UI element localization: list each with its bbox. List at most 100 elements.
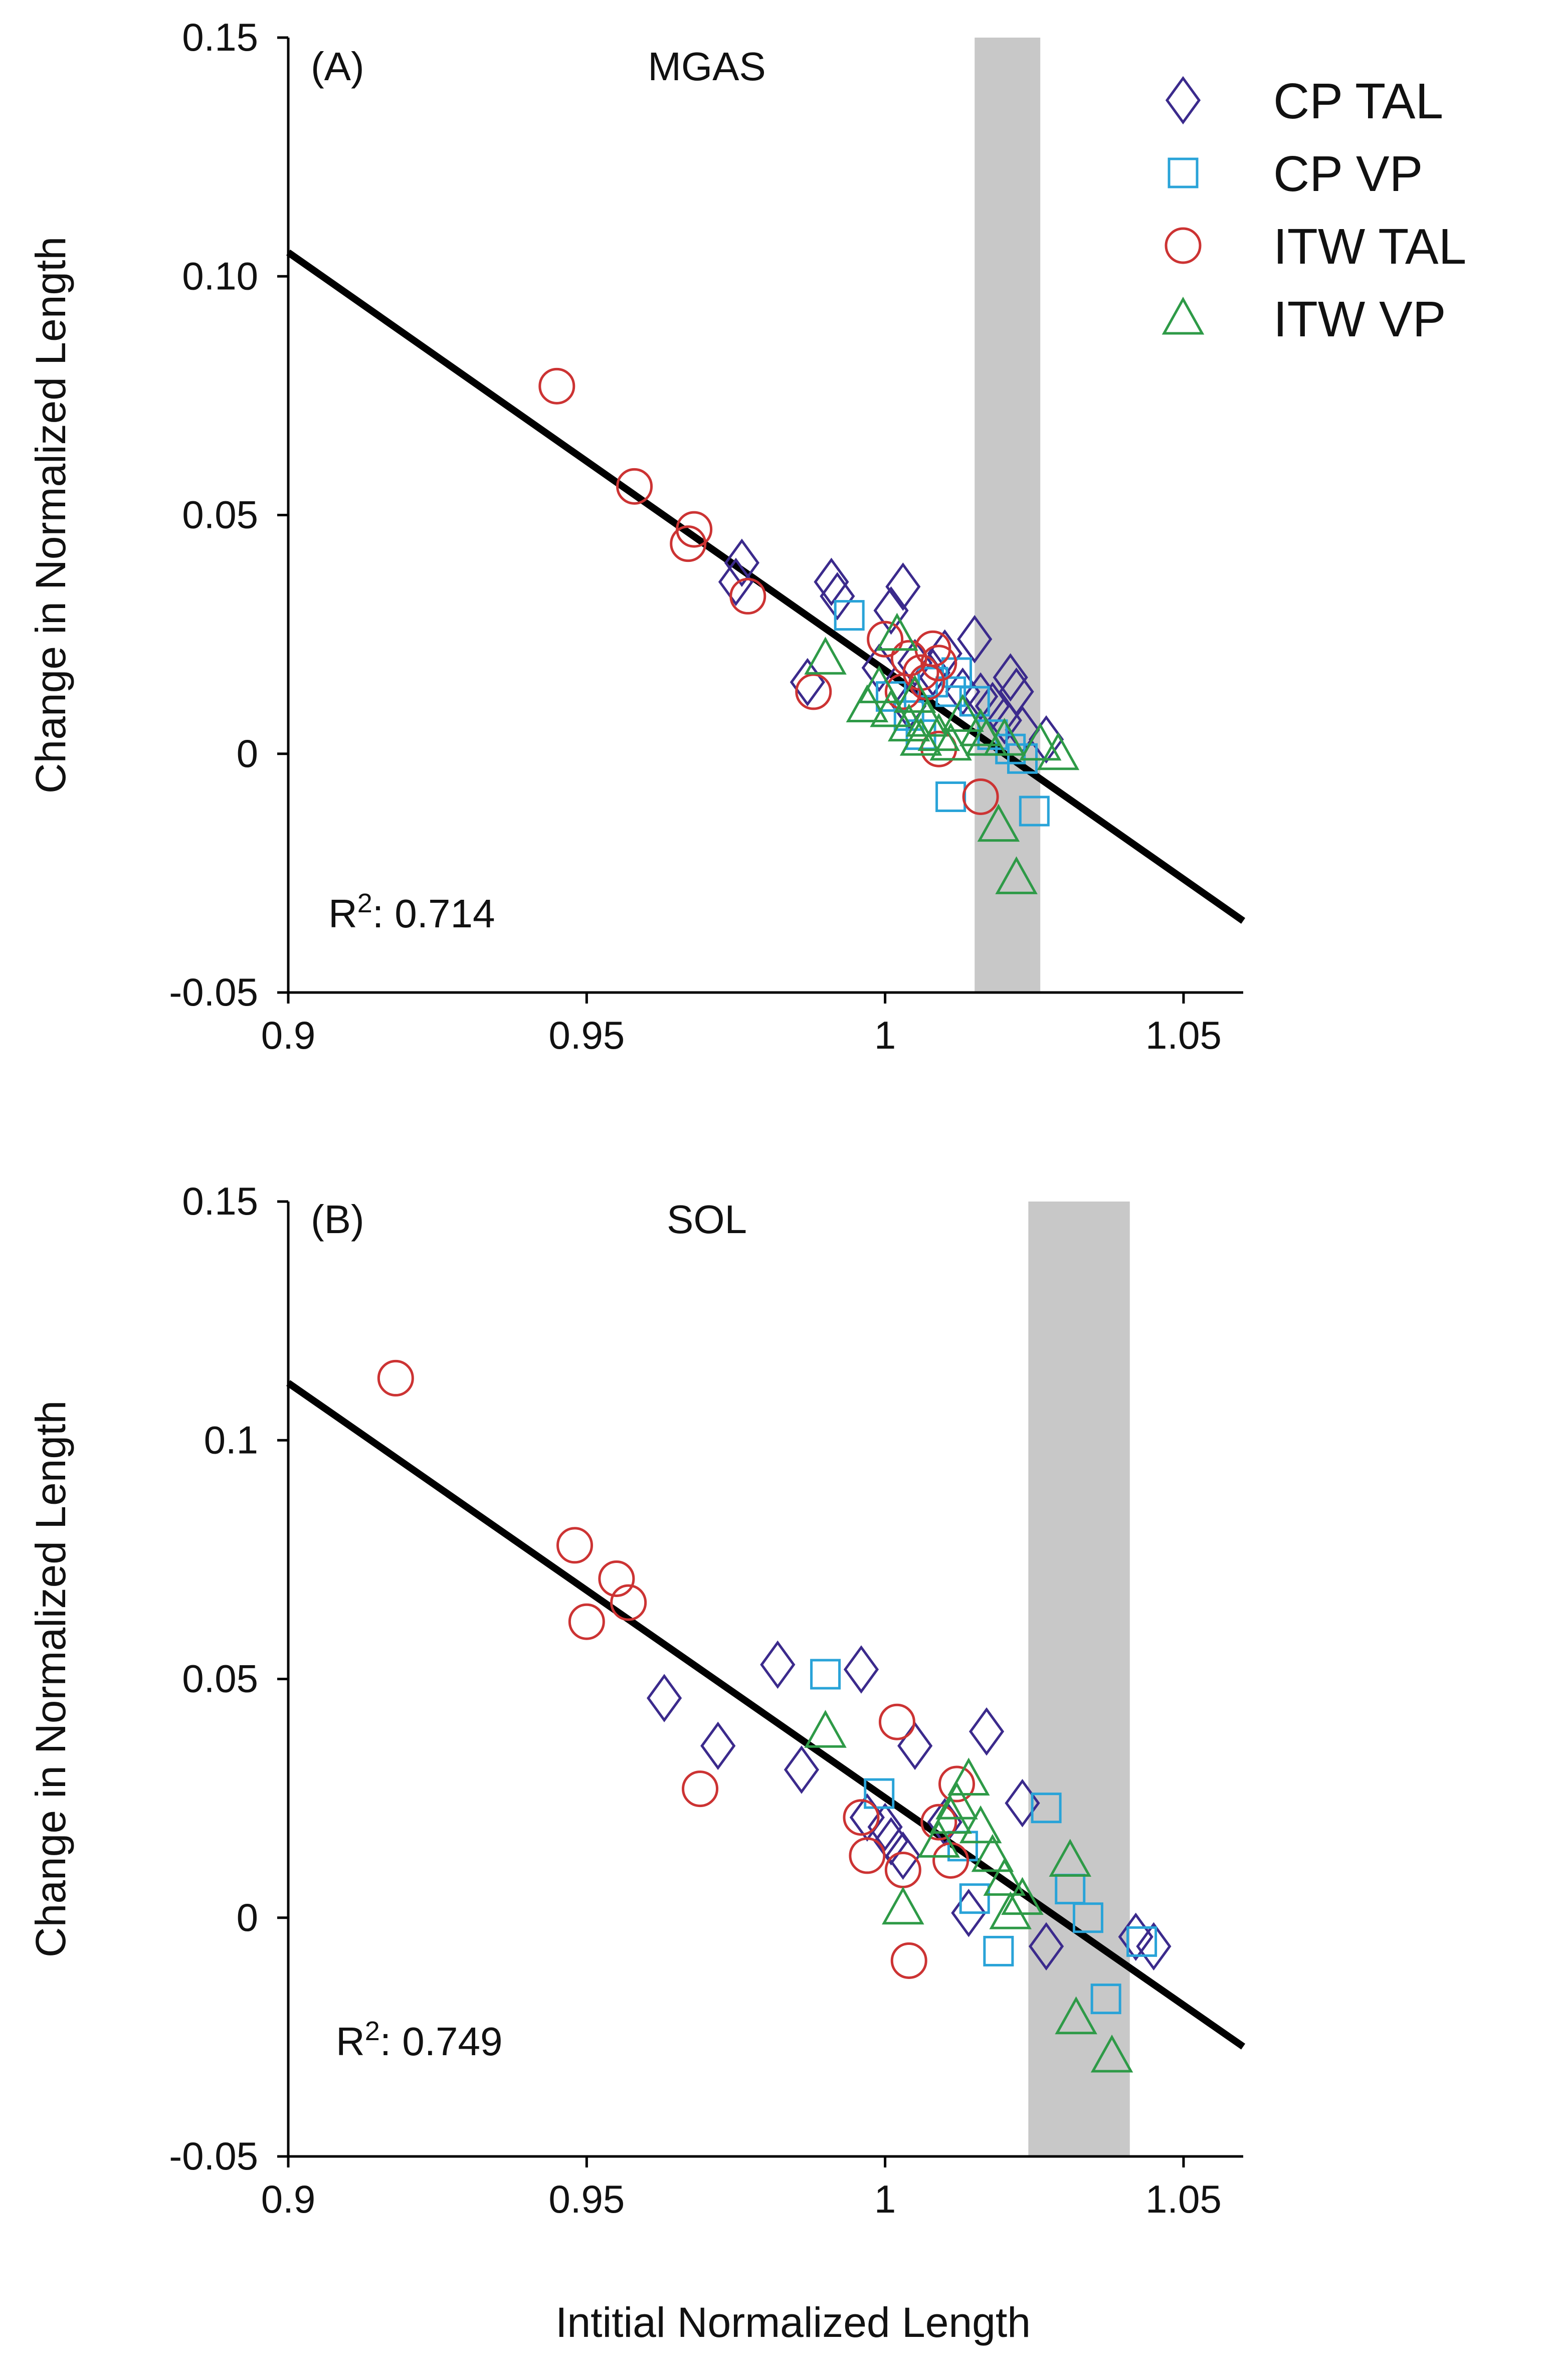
y-tick-label: 0 xyxy=(237,1895,258,1939)
data-point-circle xyxy=(843,1799,880,1836)
data-point-diamond xyxy=(963,672,999,721)
data-point-triangle xyxy=(1090,2034,1133,2073)
data-point-triangle xyxy=(917,1820,960,1858)
y-tick-label: 0.10 xyxy=(182,254,258,298)
data-point-diamond xyxy=(969,1707,1005,1756)
data-point-triangle xyxy=(983,1858,1026,1896)
data-point-diamond xyxy=(867,1803,903,1852)
x-tick-label: 0.9 xyxy=(261,1013,315,1057)
data-point-diamond xyxy=(885,562,921,611)
data-point-triangle xyxy=(804,1710,847,1748)
data-point-circle xyxy=(962,778,999,815)
data-point-diamond xyxy=(814,557,849,607)
r-squared-a: R2: 0.714 xyxy=(328,888,495,936)
data-point-circle xyxy=(568,1603,605,1640)
data-point-triangle xyxy=(870,689,912,727)
data-point-circle xyxy=(920,1804,957,1841)
data-point-triangle xyxy=(804,637,847,675)
data-point-circle xyxy=(938,1765,975,1803)
legend-marker-circle xyxy=(1165,227,1202,264)
data-point-circle xyxy=(538,367,575,405)
data-point-triangle xyxy=(1037,732,1080,770)
data-point-triangle xyxy=(917,713,960,751)
data-point-circle xyxy=(920,645,957,682)
data-point-triangle xyxy=(977,804,1020,842)
data-point-triangle xyxy=(959,1805,1002,1844)
data-point-circle xyxy=(377,1359,414,1397)
data-point-triangle xyxy=(971,1834,1014,1872)
data-point-square xyxy=(893,700,924,731)
y-tick-label: 0.15 xyxy=(182,1179,258,1223)
data-point-diamond xyxy=(784,1745,820,1794)
data-point-triangle xyxy=(995,856,1038,894)
data-point-square xyxy=(935,676,967,707)
data-point-diamond xyxy=(718,557,754,607)
data-point-triangle xyxy=(846,684,889,722)
data-point-circle xyxy=(682,1770,719,1808)
data-point-triangle xyxy=(947,1757,990,1796)
legend-label-itw-tal: ITW TAL xyxy=(1273,219,1466,275)
regression-line-b xyxy=(286,1380,1245,2050)
legend-label-itw-vp: ITW VP xyxy=(1273,291,1446,347)
data-point-triangle xyxy=(989,1891,1032,1929)
data-point-triangle xyxy=(929,722,972,761)
data-point-triangle xyxy=(935,1781,978,1820)
legend-symbol-diamond xyxy=(1165,76,1201,125)
panel-b: 0.9 0.95 1 1.05 -0.05 0 0.05 0.1 0.15 (B) SOL R2… xyxy=(27,1179,1245,2221)
data-point-circle xyxy=(670,525,707,562)
data-point-diamond xyxy=(993,653,1028,702)
r-squared-b: R2: 0.749 xyxy=(336,2016,502,2064)
x-tick-label: 0.9 xyxy=(261,2177,315,2221)
data-point-square xyxy=(1126,1926,1157,1957)
data-point-diamond xyxy=(1136,1922,1172,1971)
regression-line-a xyxy=(286,249,1246,924)
data-point-triangle xyxy=(899,718,942,756)
data-point-square xyxy=(1090,1984,1121,2015)
data-point-circle xyxy=(884,673,921,710)
data-point-diamond xyxy=(843,1645,879,1694)
data-point-diamond xyxy=(760,1640,796,1689)
data-point-square xyxy=(1072,1902,1103,1933)
legend-marker-triangle xyxy=(1162,296,1205,335)
x-tick-label: 0.95 xyxy=(548,1013,625,1057)
data-point-diamond xyxy=(957,615,993,664)
data-point-square xyxy=(983,1935,1014,1966)
data-point-diamond xyxy=(1118,1912,1153,1961)
data-point-circle xyxy=(878,1703,915,1740)
data-point-square xyxy=(1019,796,1050,827)
legend-label-cp-vp: CP VP xyxy=(1273,146,1423,202)
panel-title-b: SOL xyxy=(667,1197,747,1242)
data-point-square xyxy=(959,1883,990,1914)
data-point-triangle xyxy=(882,1886,924,1925)
y-tick-label: -0.05 xyxy=(169,2134,258,2178)
data-point-triangle xyxy=(929,1796,972,1834)
y-tick-label: 0.1 xyxy=(204,1418,258,1462)
data-point-diamond xyxy=(951,1888,987,1937)
data-point-triangle xyxy=(1055,1996,1097,2035)
legend-symbol-circle xyxy=(1165,227,1202,264)
data-point-circle xyxy=(867,621,904,658)
data-point-circle xyxy=(795,673,832,710)
x-tick-label: 0.95 xyxy=(548,2177,625,2221)
legend: CP TAL CP VP ITW TAL ITW VP xyxy=(1162,73,1466,347)
data-point-circle xyxy=(598,1560,635,1597)
data-point-triangle xyxy=(893,675,936,713)
data-point-square xyxy=(995,733,1026,764)
panel-title-a: MGAS xyxy=(648,44,766,89)
legend-marker-diamond xyxy=(1165,76,1201,125)
data-point-triangle xyxy=(1001,1877,1044,1915)
data-point-triangle xyxy=(1049,1839,1091,1877)
data-point-square xyxy=(834,600,865,631)
data-point-diamond xyxy=(873,586,909,635)
legend-entry-itw-vp: ITW VP xyxy=(1162,291,1446,347)
panel-label-b: (B) xyxy=(311,1197,364,1242)
data-point-diamond xyxy=(820,572,855,621)
data-point-square xyxy=(864,1778,895,1809)
shaded-band-a xyxy=(975,38,1041,993)
data-point-diamond xyxy=(987,696,1022,745)
data-point-diamond xyxy=(885,1831,921,1880)
data-point-triangle xyxy=(941,694,984,732)
y-axis-label-a: Change in Normalized Length xyxy=(27,237,74,794)
